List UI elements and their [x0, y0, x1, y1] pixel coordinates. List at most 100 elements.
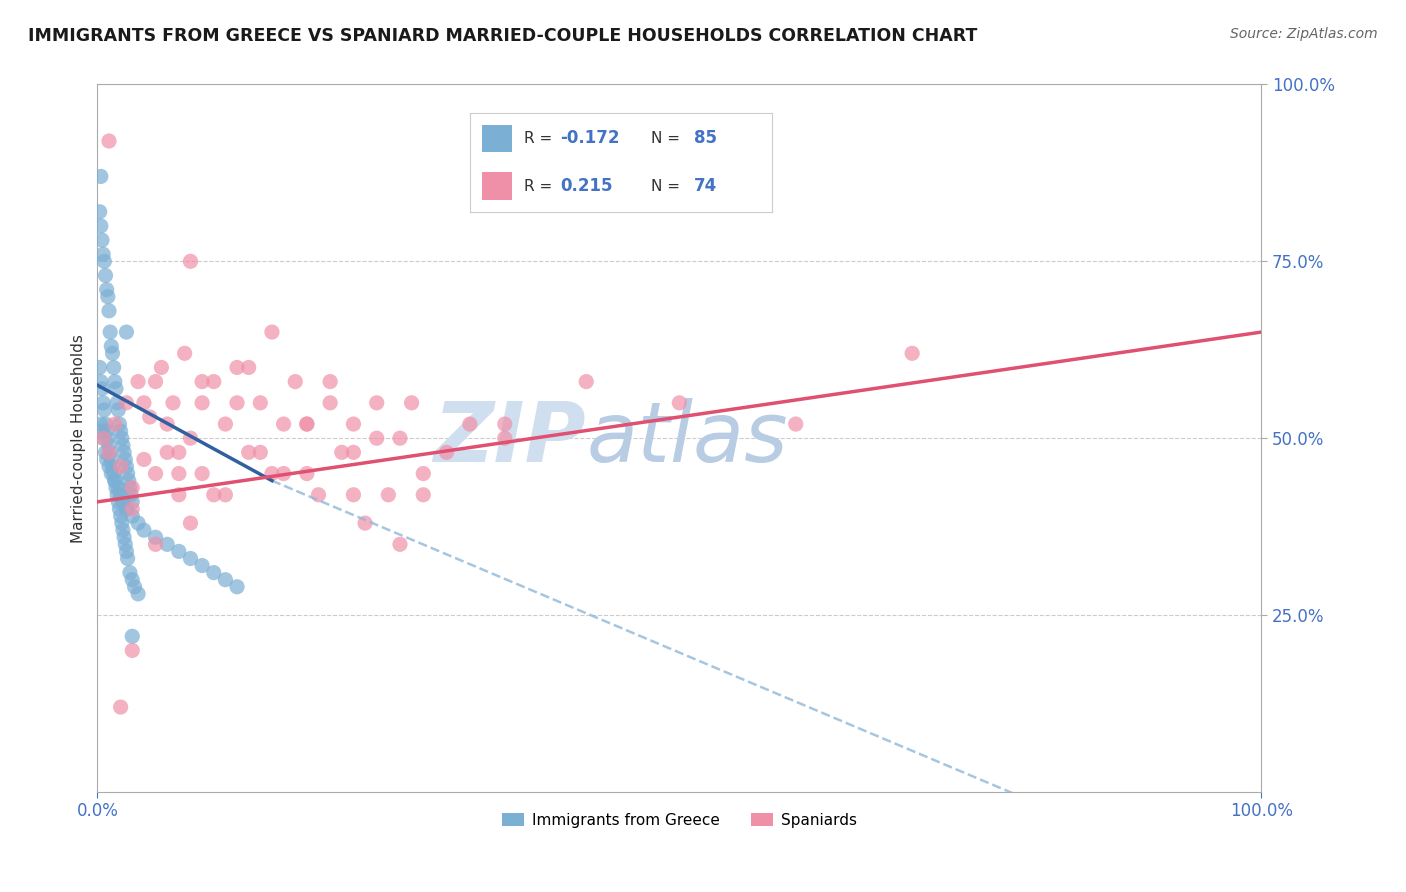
- Point: [101, 346, 124, 360]
- Point: [107, 481, 129, 495]
- Point: [330, 445, 353, 459]
- Point: [100, 339, 122, 353]
- Point: [145, 375, 167, 389]
- Point: [156, 445, 179, 459]
- Point: [127, 516, 149, 530]
- Text: Source: ZipAtlas.com: Source: ZipAtlas.com: [1230, 27, 1378, 41]
- Point: [249, 445, 271, 459]
- Point: [90, 169, 112, 184]
- Point: [132, 396, 155, 410]
- Point: [249, 396, 271, 410]
- Point: [112, 530, 135, 544]
- Point: [104, 481, 127, 495]
- Point: [138, 409, 160, 424]
- Point: [401, 396, 423, 410]
- Point: [114, 452, 136, 467]
- Point: [494, 417, 516, 431]
- Point: [202, 566, 225, 580]
- Point: [167, 445, 190, 459]
- Point: [295, 417, 318, 431]
- Point: [150, 360, 173, 375]
- Point: [436, 445, 458, 459]
- Point: [97, 431, 120, 445]
- Point: [118, 474, 141, 488]
- Point: [388, 537, 411, 551]
- Y-axis label: Married-couple Households: Married-couple Households: [72, 334, 86, 542]
- Point: [575, 375, 598, 389]
- Point: [98, 459, 121, 474]
- Point: [98, 134, 121, 148]
- Text: ZIP: ZIP: [433, 398, 586, 479]
- Point: [494, 431, 516, 445]
- Point: [156, 537, 179, 551]
- Point: [342, 445, 364, 459]
- Point: [121, 509, 143, 524]
- Point: [105, 488, 128, 502]
- Point: [108, 417, 131, 431]
- Point: [295, 417, 318, 431]
- Point: [117, 551, 139, 566]
- Point: [260, 325, 283, 339]
- Legend: Immigrants from Greece, Spaniards: Immigrants from Greece, Spaniards: [495, 806, 863, 834]
- Point: [98, 325, 121, 339]
- Point: [191, 558, 214, 573]
- Point: [104, 382, 127, 396]
- Point: [117, 467, 139, 481]
- Point: [121, 629, 143, 643]
- Point: [145, 537, 167, 551]
- Point: [319, 375, 342, 389]
- Point: [89, 360, 111, 375]
- Point: [115, 396, 138, 410]
- Point: [104, 375, 127, 389]
- Point: [121, 643, 143, 657]
- Point: [118, 566, 141, 580]
- Point: [94, 417, 117, 431]
- Point: [111, 523, 134, 537]
- Point: [156, 417, 179, 431]
- Point: [273, 467, 295, 481]
- Point: [167, 467, 190, 481]
- Point: [89, 204, 111, 219]
- Point: [785, 417, 807, 431]
- Point: [94, 268, 117, 283]
- Point: [100, 452, 122, 467]
- Point: [366, 431, 388, 445]
- Point: [96, 424, 118, 438]
- Point: [91, 247, 114, 261]
- Point: [226, 360, 249, 375]
- Point: [127, 375, 149, 389]
- Point: [91, 431, 114, 445]
- Point: [132, 452, 155, 467]
- Point: [226, 580, 249, 594]
- Point: [111, 516, 134, 530]
- Point: [238, 445, 260, 459]
- Point: [342, 488, 364, 502]
- Point: [179, 516, 201, 530]
- Point: [110, 509, 132, 524]
- Point: [115, 502, 138, 516]
- Point: [238, 360, 260, 375]
- Point: [105, 396, 128, 410]
- Point: [179, 254, 201, 268]
- Point: [93, 403, 115, 417]
- Point: [91, 233, 114, 247]
- Point: [319, 396, 342, 410]
- Point: [104, 474, 127, 488]
- Point: [412, 467, 434, 481]
- Point: [342, 417, 364, 431]
- Point: [100, 467, 122, 481]
- Text: atlas: atlas: [586, 398, 787, 479]
- Point: [167, 488, 190, 502]
- Point: [145, 467, 167, 481]
- Point: [111, 438, 134, 452]
- Point: [110, 459, 132, 474]
- Point: [214, 488, 236, 502]
- Point: [354, 516, 377, 530]
- Point: [226, 396, 249, 410]
- Point: [167, 544, 190, 558]
- Point: [96, 283, 118, 297]
- Point: [179, 551, 201, 566]
- Point: [295, 467, 318, 481]
- Point: [202, 375, 225, 389]
- Point: [93, 254, 115, 268]
